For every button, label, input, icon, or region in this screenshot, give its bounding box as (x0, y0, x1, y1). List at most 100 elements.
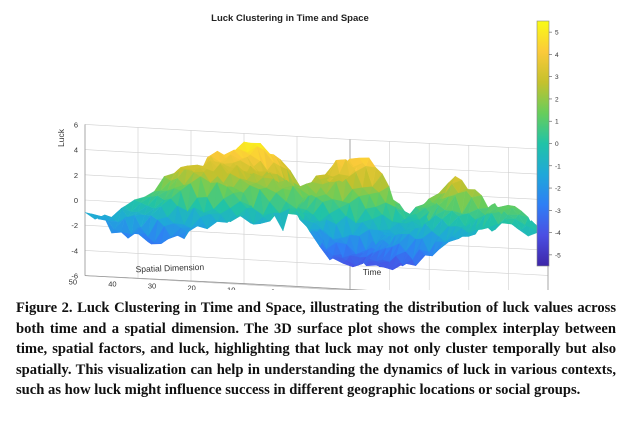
surface-facet (319, 174, 330, 180)
z-tick-label: 6 (74, 120, 78, 129)
surface-facet (256, 146, 268, 171)
surface-facet (196, 223, 208, 230)
surface-facet (302, 219, 314, 230)
surface-facet (253, 143, 265, 151)
colorbar-tick-label: -1 (555, 163, 561, 170)
surface-facet (262, 201, 274, 216)
surface-facet (214, 161, 225, 164)
surface-facet (385, 202, 396, 223)
surface-facet (375, 202, 386, 216)
colorbar-tick-label: -5 (555, 252, 561, 259)
surface-facet (432, 241, 443, 257)
x-tick-label: 0 (286, 289, 290, 290)
surface-facet (230, 200, 241, 217)
surface-facet (223, 172, 234, 188)
surface-facet (273, 162, 284, 179)
y-tick-label: 50 (69, 278, 77, 287)
surface-facet (458, 231, 470, 239)
surface-facet (392, 233, 403, 247)
surface-facet (302, 212, 314, 221)
surface-facet (233, 178, 244, 194)
surface-facet (379, 229, 390, 234)
surface-facet (312, 179, 324, 185)
surface-facet (157, 190, 168, 201)
surface-facet (524, 220, 536, 230)
surface-facet (468, 208, 479, 220)
surface-facet (131, 227, 142, 235)
surface-facet (428, 205, 439, 222)
colorbar-tick-label: 0 (555, 141, 559, 148)
surface-facet (233, 149, 245, 160)
surface-facet (292, 185, 304, 199)
surface-facet (382, 246, 393, 262)
surface-facet (392, 203, 404, 211)
surface-facet (210, 213, 221, 222)
surface-facet (190, 176, 201, 199)
surface-facet (312, 201, 324, 222)
surface-facet (197, 197, 208, 214)
surface-facet (319, 228, 330, 251)
surface-facet (355, 165, 367, 189)
surface-facet (170, 167, 181, 181)
y-tick-label: 30 (148, 282, 156, 290)
surface-facet (157, 216, 168, 227)
surface-facet (266, 162, 278, 175)
surface-facet (253, 189, 264, 216)
surface-facet (342, 254, 353, 258)
surface-facet (173, 167, 185, 174)
surface-facet (451, 227, 463, 239)
surface-facet (332, 173, 343, 182)
surface-facet (352, 157, 363, 168)
surface-facet (349, 235, 360, 256)
surface-facet (180, 182, 191, 212)
surface-facet (392, 262, 403, 271)
surface-facet (408, 224, 420, 240)
surface-facet (299, 193, 310, 210)
surface-facet (507, 214, 519, 219)
surface-facet (382, 214, 393, 231)
surface-facet (362, 218, 373, 230)
surface-facet (134, 214, 145, 228)
z-tick-label: 2 (74, 171, 78, 180)
surface-facet (412, 238, 423, 260)
surface-facet (160, 180, 171, 191)
surface-facet (101, 216, 112, 221)
surface-facet (283, 185, 294, 191)
surface-facet (497, 204, 509, 211)
surface-facet (217, 150, 228, 160)
surface-facet (339, 158, 350, 176)
surface-facet (164, 223, 175, 238)
y-tick-label: 40 (108, 280, 116, 289)
colorbar-tick-label: 5 (555, 30, 559, 37)
chart-title: Luck Clustering in Time and Space (211, 13, 369, 24)
surface-facet (236, 141, 248, 153)
y-tick-label: 0 (271, 288, 275, 290)
surface-facet (326, 219, 337, 241)
surface-facet (223, 192, 234, 209)
surface-facet (246, 157, 258, 172)
surface-facet (240, 178, 251, 186)
surface-facet (389, 243, 400, 262)
surface-facet (226, 215, 238, 223)
surface-facet (256, 177, 267, 189)
surface-facet (362, 252, 373, 264)
surface-facet (517, 214, 529, 226)
surface-facet (167, 177, 178, 191)
surface-facet (153, 176, 165, 192)
surface-facet (263, 149, 274, 163)
surface-facet (210, 150, 222, 163)
surface-facet (339, 202, 350, 217)
surface-facet (445, 226, 456, 243)
surface-facet (369, 249, 380, 262)
surface-facet (230, 154, 242, 161)
surface-facet (498, 214, 509, 225)
surface-facet (445, 194, 456, 211)
surface-facet (293, 206, 304, 221)
surface-facet (451, 210, 463, 217)
surface-facet (378, 186, 390, 204)
surface-facet (475, 212, 486, 220)
surface-facet (368, 229, 380, 246)
surface-facet (240, 201, 251, 209)
surface-facet (177, 205, 188, 226)
surface-facet (200, 176, 211, 198)
